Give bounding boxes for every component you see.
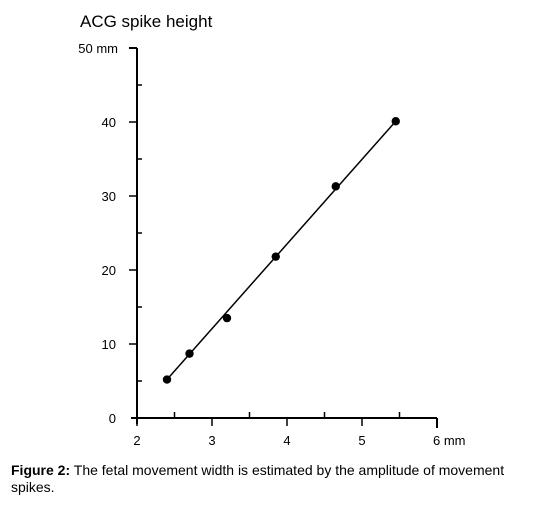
x-tick-label: 6 mm (433, 433, 466, 448)
y-tick-label: 10 (102, 337, 116, 352)
chart: ACG spike height 0 10 20 30 40 50 mm 2 3 4 5 6 mm (78, 12, 465, 448)
data-point (162, 375, 172, 384)
x-tick-label: 3 (208, 433, 215, 448)
data-point (185, 349, 194, 358)
figure-caption: Figure 2: The fetal movement width is es… (11, 462, 526, 496)
caption-text: The fetal movement width is estimated by… (11, 462, 505, 495)
y-tick-label: 0 (109, 411, 116, 426)
x-tick-label: 2 (133, 433, 140, 448)
y-tick-label: 30 (102, 189, 116, 204)
data-point (391, 117, 400, 126)
axes (129, 47, 438, 428)
tick-marks (129, 84, 401, 426)
chart-title: ACG spike height (80, 12, 213, 31)
y-tick-label: 50 mm (78, 41, 118, 56)
tick-labels: 0 10 20 30 40 50 mm 2 3 4 5 6 mm (78, 41, 465, 448)
x-tick-label: 5 (358, 433, 365, 448)
y-tick-label: 40 (102, 115, 116, 130)
fit-line-group (166, 120, 397, 381)
fit-line (166, 120, 397, 381)
y-tick-label: 20 (102, 263, 116, 278)
x-tick-label: 4 (283, 433, 290, 448)
data-points (162, 117, 400, 384)
data-point (222, 313, 232, 323)
data-point (331, 182, 340, 191)
data-point (271, 252, 280, 261)
caption-label: Figure 2: (11, 462, 71, 478)
